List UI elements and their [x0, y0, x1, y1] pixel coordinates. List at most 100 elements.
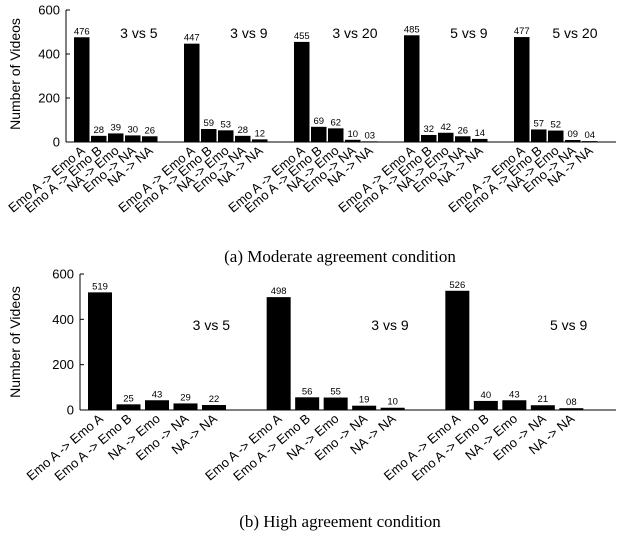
comparison-label: 3 vs 5 — [120, 25, 158, 41]
bar — [252, 139, 268, 142]
y-tick-label: 200 — [52, 357, 74, 372]
bar-value-label: 485 — [404, 24, 420, 35]
bar — [438, 132, 454, 142]
bar-value-label: 25 — [123, 393, 134, 404]
bar — [142, 136, 158, 142]
bar-value-label: 42 — [440, 122, 451, 133]
bar-value-label: 22 — [209, 394, 220, 405]
bar-value-label: 26 — [144, 125, 155, 136]
bar — [91, 135, 107, 142]
bar-value-label: 52 — [550, 120, 561, 131]
bar-value-label: 59 — [203, 118, 214, 129]
y-axis-title: Number of Videos — [7, 286, 23, 398]
bar — [455, 136, 471, 142]
y-tick-label: 200 — [38, 91, 60, 106]
comparison-label: 3 vs 9 — [230, 25, 268, 41]
bar-value-label: 476 — [74, 26, 90, 37]
bar-value-label: 08 — [566, 397, 577, 408]
bar-value-label: 09 — [567, 129, 578, 140]
bar — [531, 129, 547, 142]
bar-value-label: 19 — [359, 395, 370, 406]
bar — [201, 129, 217, 142]
bar — [328, 128, 344, 142]
bar — [88, 292, 112, 410]
comparison-label: 5 vs 9 — [550, 317, 588, 333]
bar-value-label: 498 — [271, 286, 287, 297]
bar — [352, 405, 377, 410]
bar-value-label: 10 — [387, 397, 398, 408]
bar — [184, 43, 200, 142]
bar-value-label: 03 — [364, 130, 375, 141]
bar — [472, 138, 488, 142]
bar — [74, 37, 90, 142]
bar — [380, 407, 405, 410]
bar — [295, 397, 320, 410]
bar-value-label: 12 — [254, 128, 265, 139]
bar-value-label: 14 — [474, 128, 485, 139]
y-tick-label: 600 — [38, 3, 60, 18]
bar — [421, 134, 437, 142]
bar — [362, 141, 378, 142]
bar — [404, 35, 420, 142]
bar-value-label: 526 — [449, 280, 465, 291]
bar-value-label: 55 — [330, 387, 341, 398]
bar — [202, 405, 226, 410]
bar — [473, 400, 498, 410]
bar — [173, 403, 198, 410]
bar-value-label: 53 — [220, 119, 231, 130]
bar-value-label: 30 — [127, 124, 138, 135]
bar-value-label: 21 — [538, 394, 549, 405]
bar — [345, 139, 361, 142]
bar-value-label: 04 — [584, 130, 595, 141]
bar — [218, 130, 234, 142]
bar — [116, 404, 141, 410]
bar — [294, 41, 310, 142]
bar — [565, 140, 581, 142]
bar — [559, 408, 584, 410]
y-axis-title: Number of Videos — [7, 18, 23, 130]
bar-value-label: 447 — [184, 33, 200, 44]
bar-value-label: 57 — [533, 118, 544, 129]
bar — [514, 37, 530, 143]
bar-value-label: 519 — [92, 281, 108, 292]
comparison-label: 5 vs 9 — [450, 25, 488, 41]
figure-caption: (b) High agreement condition — [239, 512, 441, 531]
bar — [108, 133, 124, 142]
y-tick-label: 400 — [38, 47, 60, 62]
bar — [582, 141, 598, 142]
bar-value-label: 29 — [180, 392, 191, 403]
bar — [548, 130, 564, 142]
bar — [145, 400, 169, 410]
bar-value-label: 28 — [93, 125, 104, 136]
bar — [235, 135, 251, 142]
bar-value-label: 26 — [457, 125, 468, 136]
bar-value-label: 69 — [313, 116, 324, 127]
bar — [311, 126, 327, 142]
bar-value-label: 40 — [481, 390, 492, 401]
bar-value-label: 39 — [110, 122, 121, 133]
bar — [323, 397, 348, 410]
bar-value-label: 43 — [509, 389, 520, 400]
bar-value-label: 10 — [347, 129, 358, 140]
comparison-label: 3 vs 5 — [193, 317, 231, 333]
y-tick-label: 400 — [52, 312, 74, 327]
bar-value-label: 62 — [330, 117, 341, 128]
bar — [530, 405, 555, 410]
figure-caption: (a) Moderate agreement condition — [224, 247, 456, 266]
bar-value-label: 477 — [514, 26, 530, 37]
bar-value-label: 28 — [237, 125, 248, 136]
bar-value-label: 455 — [294, 31, 310, 42]
comparison-label: 3 vs 20 — [332, 25, 377, 41]
bar — [445, 290, 470, 410]
comparison-label: 3 vs 9 — [371, 317, 409, 333]
y-tick-label: 0 — [67, 403, 74, 418]
bar — [125, 135, 141, 142]
y-tick-label: 600 — [52, 267, 74, 282]
bar-value-label: 56 — [302, 386, 313, 397]
bar — [502, 400, 527, 410]
